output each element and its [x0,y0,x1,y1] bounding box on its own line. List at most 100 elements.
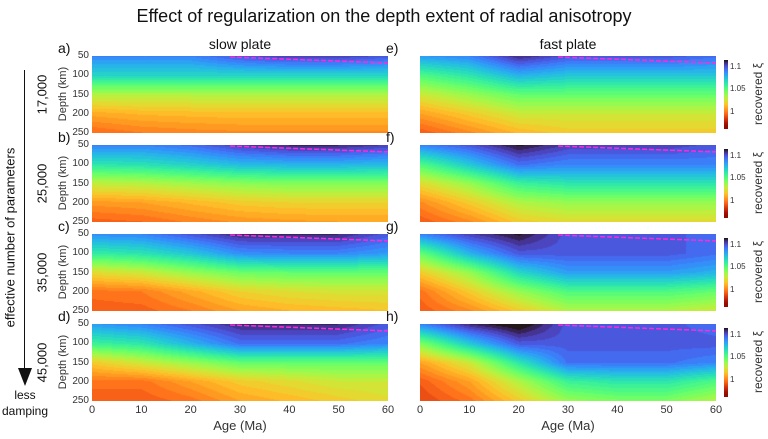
heatmap-canvas [92,324,388,401]
reference-line [230,234,389,242]
colorbar [724,149,728,218]
damping-arrow-shaft [24,70,25,370]
x-tick-label: 40 [611,404,624,416]
reference-line [558,145,717,153]
reference-line [558,234,717,242]
heatmap-canvas [420,56,716,133]
column-title-slow: slow plate [208,36,272,52]
panel-label: f) [386,129,395,145]
figure-title: Effect of regularization on the depth ex… [136,6,632,26]
reference-line [558,324,717,332]
heatmap-canvas [420,145,716,222]
y-tick-label: 200 [72,375,89,387]
y-tick-label: 200 [72,107,89,119]
colorbar [724,60,728,129]
x-tick-label: 60 [381,404,395,416]
colorbar-tick-label: 1.1 [730,61,742,71]
panel-label: h) [386,308,399,324]
panel-label: a) [58,40,71,56]
reference-line-layer [558,234,717,242]
heatmap-canvas [92,234,388,311]
colorbar [724,328,728,397]
panel-label: c) [58,218,70,234]
y-tick-label: 50 [77,139,89,150]
y-tick-label: 200 [72,196,89,208]
colorbar-label: recovered ξ [751,151,765,214]
y-tick-label: 200 [72,285,89,297]
y-tick-label: 50 [77,228,89,239]
colorbar-label: recovered ξ [751,330,765,393]
heatmap-panel [92,324,389,401]
y-axis-label: Depth (km) [57,66,69,121]
y-axis-label: Depth (km) [57,244,69,299]
x-tick-label: 60 [709,404,723,416]
reference-line-layer [230,324,389,332]
y-tick-label: 50 [77,50,89,61]
heatmap-panel [92,234,389,311]
reference-line-layer [230,56,389,64]
reference-line-layer [558,324,717,332]
reference-line-layer [558,56,717,64]
x-tick-label: 0 [88,404,96,416]
x-tick-label: 50 [660,404,673,416]
y-tick-label: 150 [72,266,89,278]
colorbar-tick-label: 1.05 [730,173,746,183]
x-tick-label: 30 [233,404,247,416]
reference-line-layer [558,145,717,153]
reference-line [230,324,389,332]
reference-line [230,145,389,153]
y-tick-label: 250 [72,305,89,316]
colorbar-tick-label: 1.05 [730,352,746,362]
heatmap-panel [420,324,717,401]
row-label: 25,000 [34,163,50,203]
y-tick-label: 150 [72,356,89,368]
reference-line [558,56,717,64]
y-axis-label: Depth (km) [57,334,69,389]
colorbar-tick-label: 1 [730,107,735,117]
y-tick-label: 100 [72,158,89,170]
arrow-down-icon [18,368,32,386]
y-tick-label: 100 [72,337,89,349]
x-tick-label: 10 [463,404,476,416]
y-tick-label: 100 [72,69,89,81]
y-axis-label: Depth (km) [57,155,69,210]
reference-line [230,56,389,64]
x-tick-label: 50 [332,404,345,416]
colorbar-tick-label: 1.1 [730,239,742,249]
x-tick-label: 20 [184,404,197,416]
heatmap-canvas [92,56,388,133]
y-tick-label: 250 [72,216,89,227]
heatmap-panel [420,56,717,133]
colorbar-tick-label: 1 [730,196,735,206]
heatmap-canvas [420,234,716,311]
reference-line-layer [230,234,389,242]
colorbar-label: recovered ξ [751,62,765,125]
x-tick-label: 20 [512,404,525,416]
heatmap-panel [92,56,389,133]
x-tick-label: 0 [416,404,424,416]
y-tick-label: 250 [72,127,89,138]
x-axis-label: Age (Ma) [213,418,267,433]
heatmap-panel [420,145,717,222]
reference-line-layer [230,145,389,153]
colorbar-tick-label: 1.05 [730,84,746,94]
colorbar-tick-label: 1.05 [730,262,746,272]
panel-label: g) [386,218,399,234]
colorbar-tick-label: 1 [730,285,735,295]
colorbar [724,238,728,307]
y-tick-label: 150 [72,177,89,189]
heatmap-panel [92,145,389,222]
panel-label: b) [58,129,71,145]
y-tick-label: 150 [72,88,89,100]
damping-label: damping [2,404,49,418]
x-tick-label: 40 [283,404,296,416]
row-axis-label: effective number of parameters [2,147,18,328]
column-title-fast: fast plate [539,36,597,52]
row-label: 17,000 [34,74,50,114]
y-tick-label: 100 [72,247,89,259]
x-axis-label: Age (Ma) [541,418,595,433]
less-label: less [14,388,36,402]
row-label: 45,000 [34,342,50,382]
row-label: 35,000 [34,252,50,292]
panel-label: d) [58,308,71,324]
